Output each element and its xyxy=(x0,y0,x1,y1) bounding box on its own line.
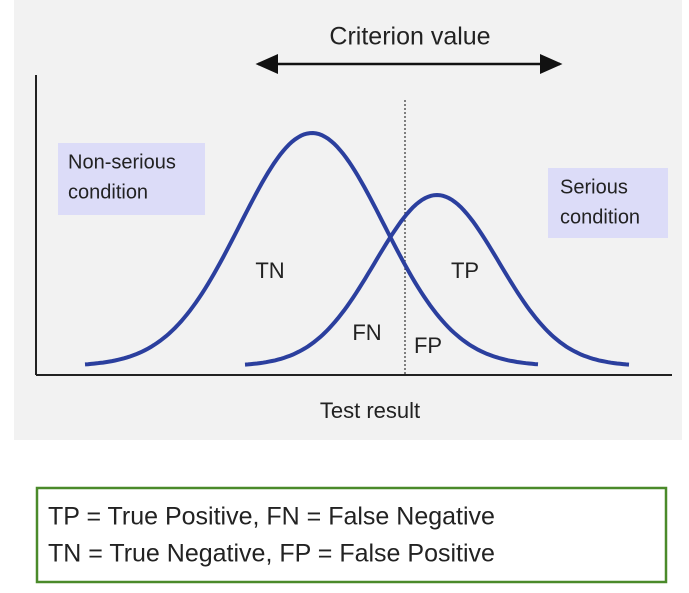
x-label: Test result xyxy=(320,398,420,423)
left-label: Non-serious xyxy=(68,151,176,173)
non-serious-curve xyxy=(84,130,539,367)
region-label: TN xyxy=(255,258,284,283)
left-label-box xyxy=(58,143,205,215)
legend-line: TN = True Negative, FP = False Positive xyxy=(48,540,495,568)
title: Criterion value xyxy=(329,23,490,51)
region-label: TP xyxy=(451,258,479,283)
right-label: condition xyxy=(560,206,640,228)
left-label: condition xyxy=(68,181,148,203)
region-label: FN xyxy=(352,320,381,345)
legend-box xyxy=(35,486,668,584)
region-label: FP xyxy=(414,333,442,358)
right-label-box xyxy=(548,168,668,238)
right-label: Serious xyxy=(560,176,628,198)
legend-line: TP = True Positive, FN = False Negative xyxy=(48,503,495,531)
serious-curve xyxy=(244,192,630,367)
